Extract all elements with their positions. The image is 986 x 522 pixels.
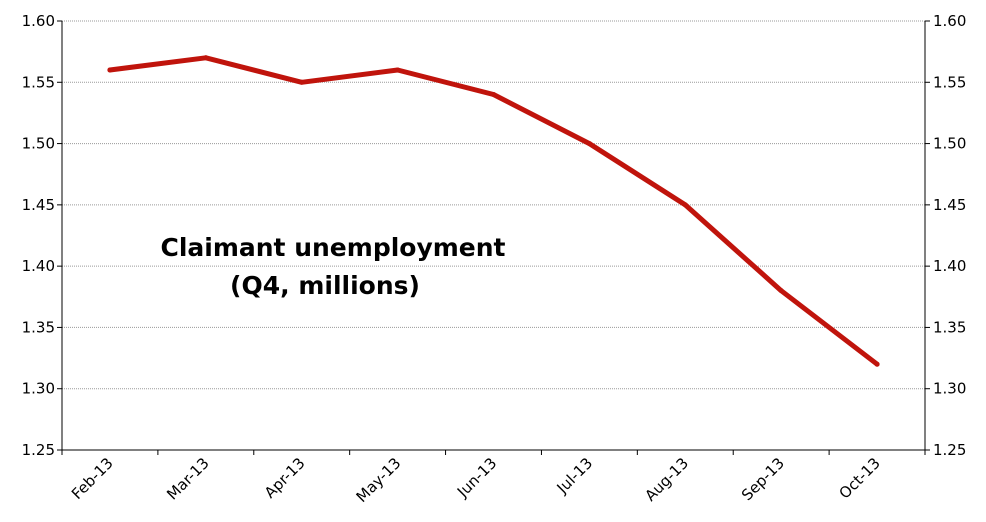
x-tick-label: Jun-13 [453,454,500,501]
y-tick-label-right: 1.45 [933,196,966,214]
data-point [203,55,209,61]
x-tick-label: Feb-13 [68,454,117,503]
y-tick-label-right: 1.25 [933,441,966,459]
y-tick-label-left: 1.45 [22,196,55,214]
axes [57,20,930,455]
y-tick-label-right: 1.40 [933,257,966,275]
data-point [395,67,401,73]
series-layer [107,55,880,367]
x-tick-label: Aug-13 [641,454,692,505]
y-tick-label-right: 1.30 [933,380,966,398]
y-tick-label-left: 1.60 [22,12,55,30]
data-point [586,141,592,147]
x-tick-label: Sep-13 [738,454,788,504]
chart-title-line-2: (Q4, millions) [230,271,420,300]
y-tick-label-left: 1.35 [22,318,55,336]
x-tick-label: Oct-13 [835,454,883,502]
x-tick-label: May-13 [353,454,405,506]
x-tick-label: Apr-13 [261,454,309,502]
y-tick-label-left: 1.50 [22,135,55,153]
y-axis-right: 1.25 1.30 1.35 1.40 1.45 1.50 1.55 1.60 [933,12,966,459]
y-axis-left: 1.25 1.30 1.35 1.40 1.45 1.50 1.55 1.60 [22,12,55,459]
data-point [107,67,113,73]
y-tick-label-left: 1.25 [22,441,55,459]
data-point [491,92,496,98]
data-point [299,79,305,85]
y-tick-label-left: 1.55 [22,73,55,91]
data-point [682,202,688,208]
y-tick-label-right: 1.55 [933,73,966,91]
series-line [107,55,880,367]
y-tick-label-right: 1.50 [933,135,966,153]
y-tick-label-right: 1.35 [933,318,966,336]
y-tick-label-left: 1.30 [22,380,55,398]
y-tick-label-right: 1.60 [933,12,966,30]
chart-title-line-1: Claimant unemployment [160,233,505,262]
x-axis: Feb-13 Mar-13 Apr-13 May-13 Jun-13 Jul-13 Aug-… [68,454,884,506]
x-tick-label: Jul-13 [553,454,597,498]
data-point [778,288,784,294]
y-tick-label-left: 1.40 [22,257,55,275]
data-point [874,361,880,367]
x-tick-label: Mar-13 [163,454,212,503]
gridlines [62,20,925,390]
